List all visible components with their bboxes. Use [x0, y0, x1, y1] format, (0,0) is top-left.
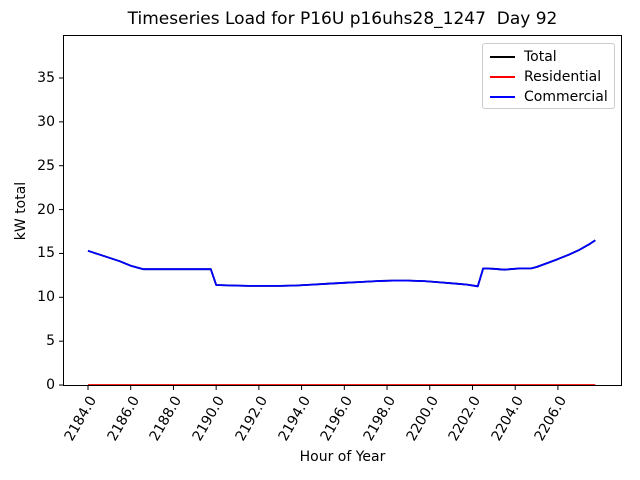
legend-label-commercial: Commercial [524, 89, 608, 105]
y-tick-label: 15 [37, 245, 55, 262]
x-axis-label: Hour of Year [299, 449, 386, 465]
y-tick-label: 5 [46, 333, 55, 350]
y-tick-label: 10 [37, 289, 55, 306]
axes-frame [63, 35, 622, 386]
legend-item-commercial: Commercial [490, 87, 614, 107]
y-tick-label: 35 [37, 69, 55, 86]
total-line [87, 239, 596, 288]
y-tick-label: 25 [37, 157, 55, 174]
legend-label-total: Total [524, 49, 557, 65]
y-tick-label: 30 [37, 113, 55, 130]
legend: Total Residential Commercial [482, 43, 615, 109]
total-line-swatch [490, 56, 515, 58]
legend-item-residential: Residential [490, 67, 614, 87]
y-tick-label: 0 [46, 377, 55, 394]
chart-title: Timeseries Load for P16U p16uhs28_1247 D… [127, 9, 558, 29]
commercial-line [87, 239, 596, 288]
residential-line-swatch [490, 76, 515, 78]
commercial-line-swatch [490, 96, 515, 98]
legend-item-total: Total [490, 47, 614, 67]
legend-label-residential: Residential [524, 69, 602, 85]
y-tick-label: 20 [37, 201, 55, 218]
